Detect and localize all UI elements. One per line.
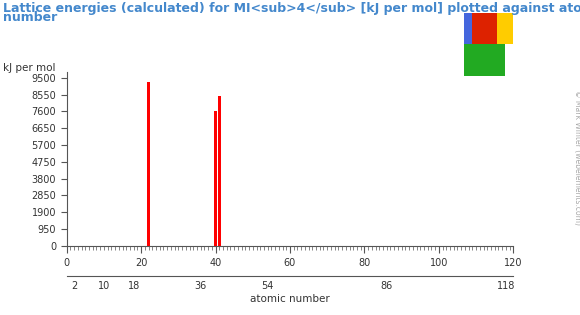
X-axis label: atomic number: atomic number <box>250 294 330 304</box>
Bar <box>147 82 150 246</box>
Bar <box>472 13 497 44</box>
Text: number: number <box>3 11 57 24</box>
Bar <box>464 44 505 76</box>
Text: Lattice energies (calculated) for MI<sub>4</sub> [kJ per mol] plotted against at: Lattice energies (calculated) for MI<sub… <box>3 2 580 14</box>
Bar <box>497 13 513 44</box>
Bar <box>218 96 221 246</box>
Text: © Mark Winter (webelements.com): © Mark Winter (webelements.com) <box>572 90 580 225</box>
Text: kJ per mol: kJ per mol <box>3 63 56 73</box>
Bar <box>464 13 472 44</box>
Bar <box>214 111 217 246</box>
